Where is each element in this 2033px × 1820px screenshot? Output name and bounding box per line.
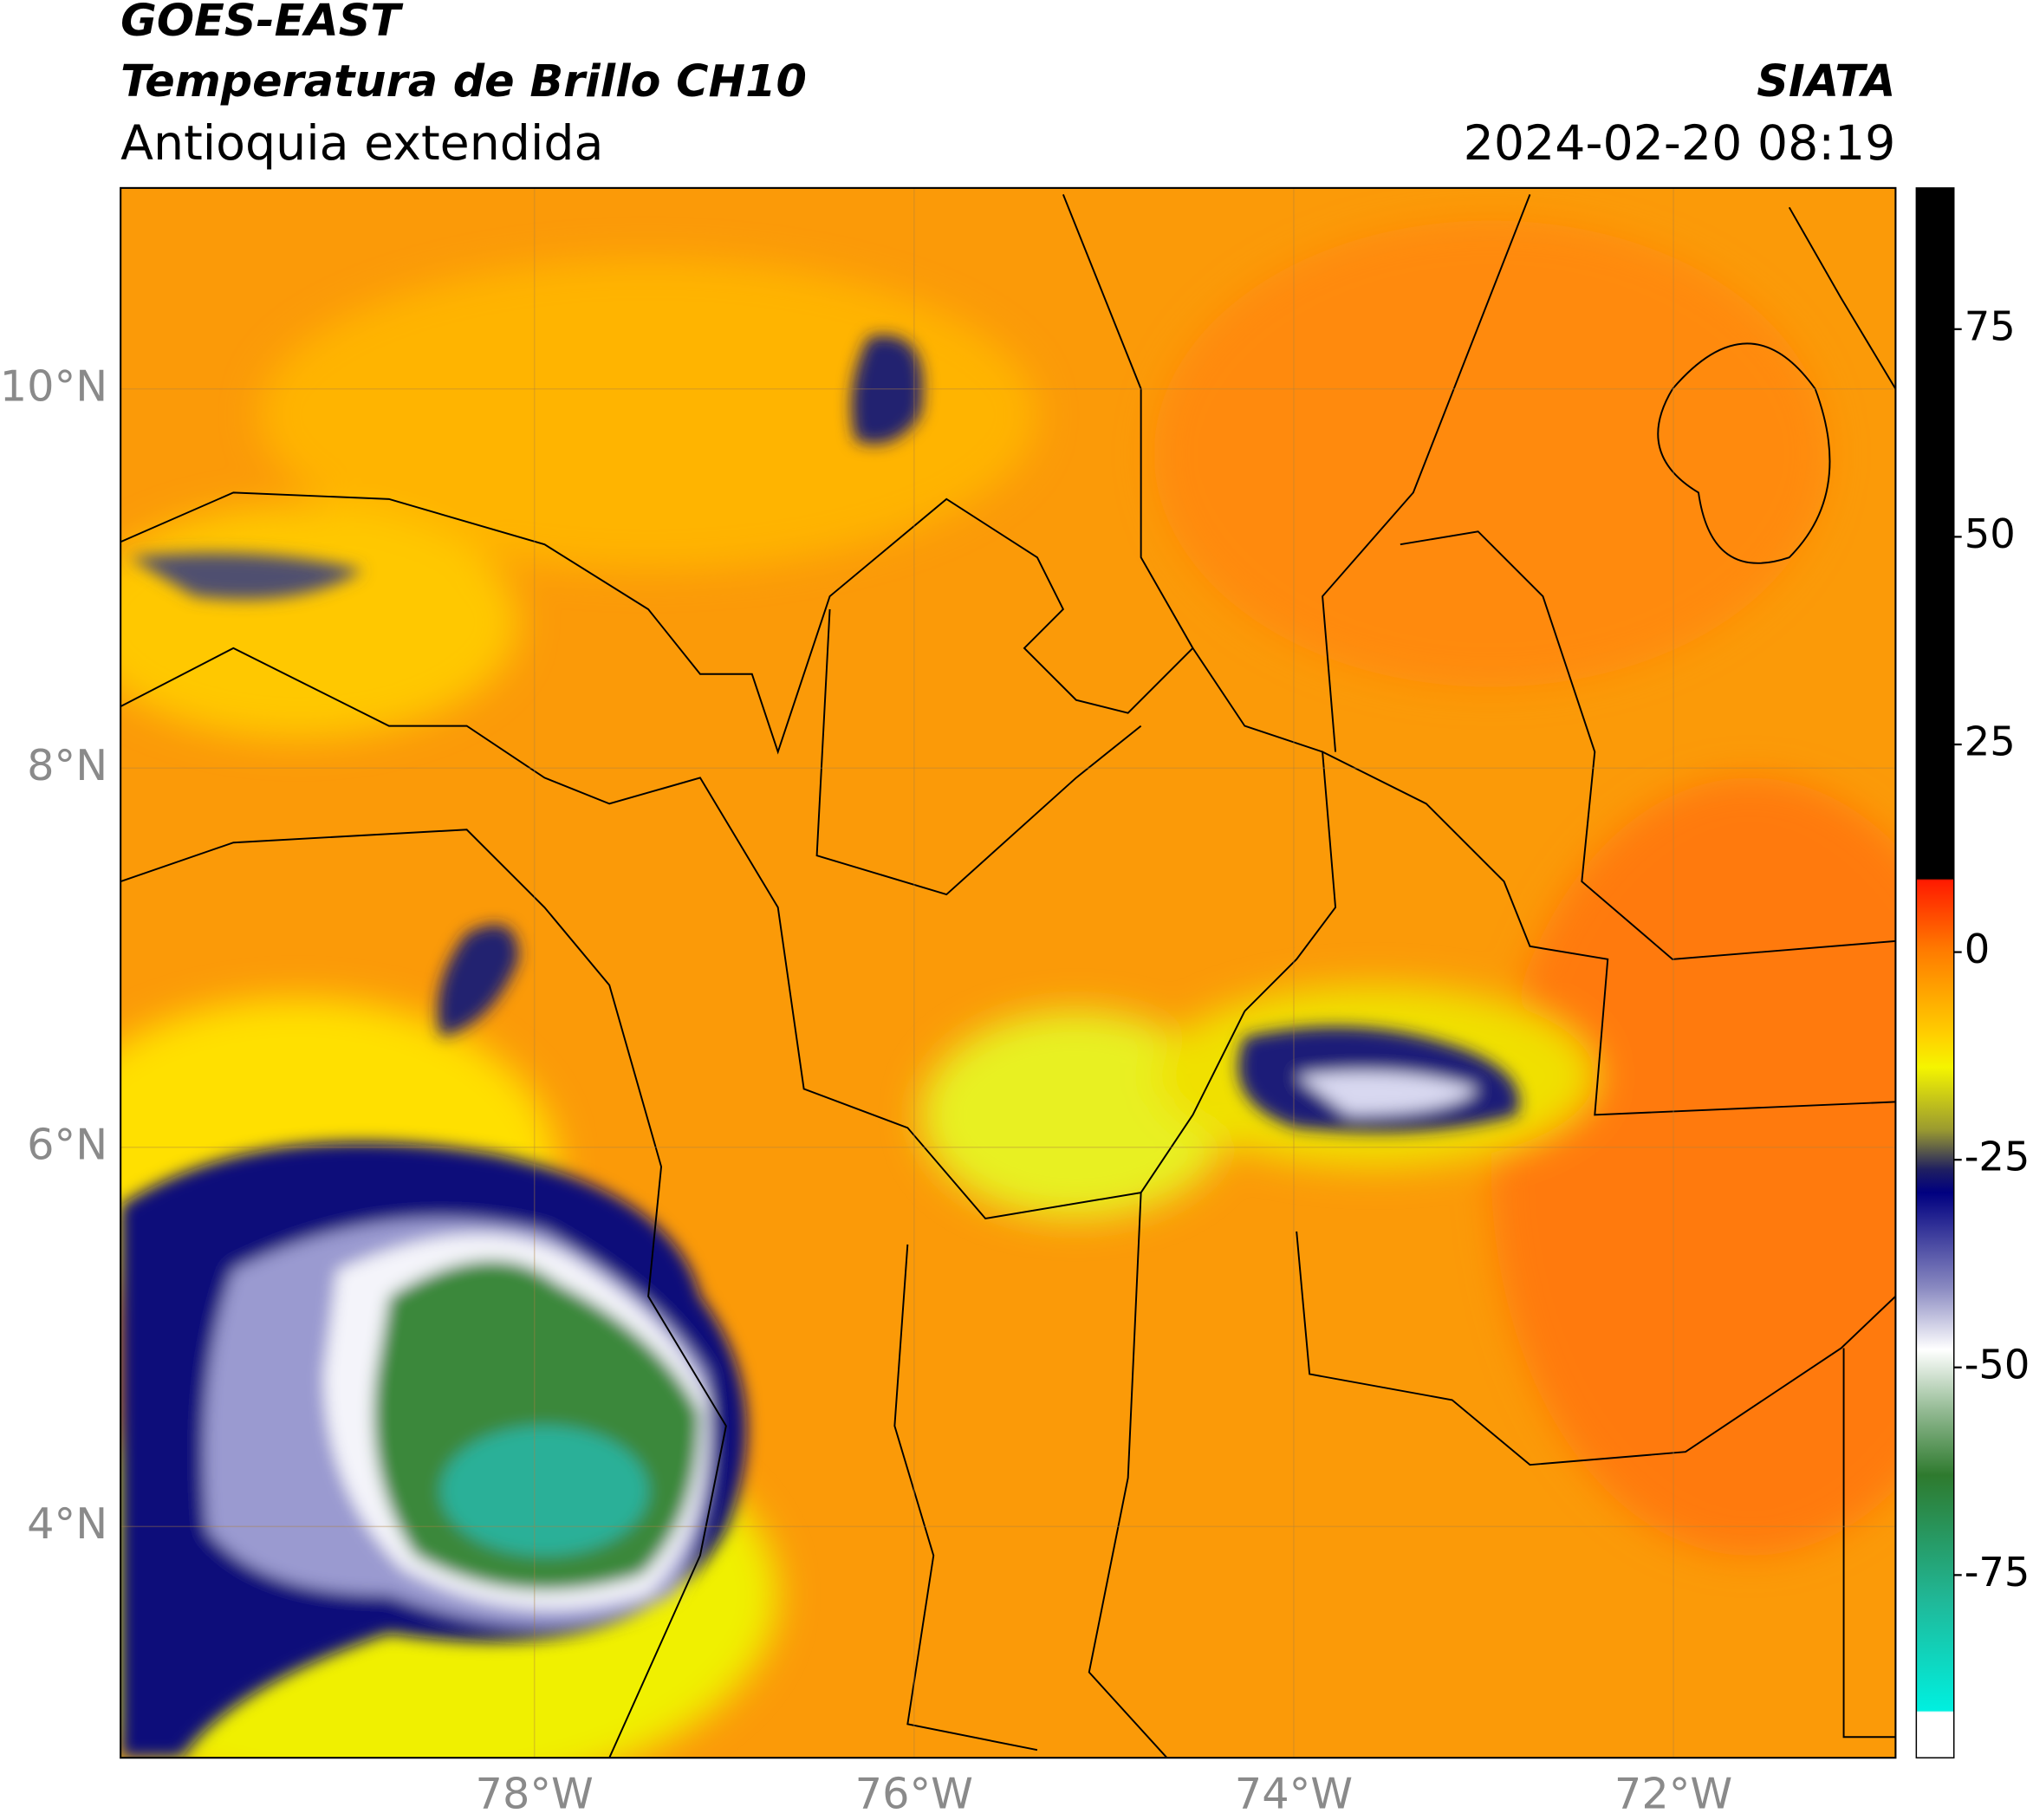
coastlines xyxy=(120,193,1896,1758)
x-tick-label: 76°W xyxy=(855,1769,973,1819)
colorbar-tick-label: 50 xyxy=(1965,510,2016,557)
datetime: 2024-02-20 08:19 xyxy=(1464,116,1896,172)
x-tick-label: 78°W xyxy=(476,1769,594,1819)
title: GOES-EAST xyxy=(120,0,404,46)
y-tick-label: 4°N xyxy=(27,1498,107,1549)
x-tick-label: 74°W xyxy=(1235,1769,1353,1819)
region: Antioquia extendida xyxy=(120,116,603,172)
colorbar-tick-label: 0 xyxy=(1965,926,1991,972)
y-tick-label: 6°N xyxy=(27,1119,107,1169)
y-tick-label: 10°N xyxy=(0,361,107,411)
source: SIATA xyxy=(1757,55,1895,107)
subtitle: Temperatura de Brillo CH10 xyxy=(120,55,807,107)
map-frame xyxy=(120,186,1897,1759)
colorbar-tick-label: -50 xyxy=(1965,1341,2030,1388)
map-image xyxy=(120,187,1896,1758)
colorbar-tick-label: -75 xyxy=(1965,1549,2030,1596)
colorbar-tick-label: -25 xyxy=(1965,1134,2030,1180)
colorbar xyxy=(1915,187,1955,1758)
x-tick-label: 72°W xyxy=(1614,1769,1732,1819)
colorbar-tick-label: 25 xyxy=(1965,718,2016,764)
colorbar-tick-label: 75 xyxy=(1965,302,2016,349)
y-tick-label: 8°N xyxy=(27,740,107,790)
grid xyxy=(120,187,1896,1758)
